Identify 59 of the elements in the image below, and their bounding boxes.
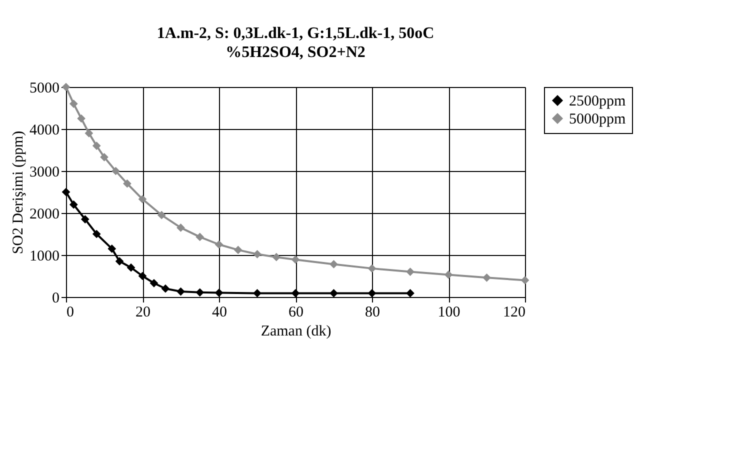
point xyxy=(100,152,108,162)
x-tick-label: 0 xyxy=(66,304,74,320)
point xyxy=(291,289,300,298)
point xyxy=(520,276,530,284)
point xyxy=(138,272,147,280)
point xyxy=(115,257,124,266)
point xyxy=(330,260,338,268)
point xyxy=(69,200,78,209)
y-tick-label: 5000 xyxy=(30,80,60,96)
point xyxy=(138,194,147,204)
point xyxy=(108,244,116,253)
point xyxy=(272,252,281,262)
point xyxy=(112,166,120,176)
point xyxy=(92,142,101,150)
y-tick-label: 1000 xyxy=(30,248,60,264)
point xyxy=(368,264,376,273)
point xyxy=(176,224,185,232)
x-axis-title: Zaman (dk) xyxy=(260,324,332,340)
point xyxy=(330,289,338,298)
chart-title: 1A.m-2, S: 0,3L.dk-1, G:1,5L.dk-1, 50oC xyxy=(156,25,434,42)
point xyxy=(157,210,166,220)
point xyxy=(62,188,70,196)
x-tick-label: 120 xyxy=(503,304,526,320)
point xyxy=(406,268,414,276)
point xyxy=(161,284,170,293)
x-tick-label: 20 xyxy=(136,304,150,320)
y-axis-title: SO2 Derişimi (ppm) xyxy=(10,130,26,254)
chart-subtitle: %5H2SO4, SO2+N2 xyxy=(226,44,366,61)
y-tick-label: 3000 xyxy=(30,164,60,180)
y-tick-label: 0 xyxy=(52,290,60,306)
point xyxy=(196,288,204,297)
point xyxy=(77,114,86,123)
x-tick-label: 40 xyxy=(212,304,227,320)
point xyxy=(253,250,262,258)
y-tick-label: 4000 xyxy=(30,122,60,138)
point xyxy=(234,246,242,254)
point xyxy=(126,263,136,272)
point xyxy=(482,273,491,282)
y-tick-label: 2000 xyxy=(30,206,60,222)
point xyxy=(253,289,262,298)
point xyxy=(444,270,453,279)
point xyxy=(150,278,158,288)
point xyxy=(291,255,300,264)
point xyxy=(176,287,185,296)
point xyxy=(69,100,78,108)
point xyxy=(80,215,90,224)
point xyxy=(84,129,94,138)
point xyxy=(406,289,414,298)
point xyxy=(214,240,224,249)
point xyxy=(92,230,101,238)
point xyxy=(196,232,204,242)
point xyxy=(368,289,376,298)
point xyxy=(123,179,132,188)
x-tick-label: 60 xyxy=(288,304,304,320)
x-tick-label: 80 xyxy=(365,304,380,320)
legend-label: 2500ppm xyxy=(569,94,626,110)
point xyxy=(214,288,224,297)
legend-label: 5000ppm xyxy=(569,112,626,128)
x-tick-label: 100 xyxy=(438,304,460,320)
